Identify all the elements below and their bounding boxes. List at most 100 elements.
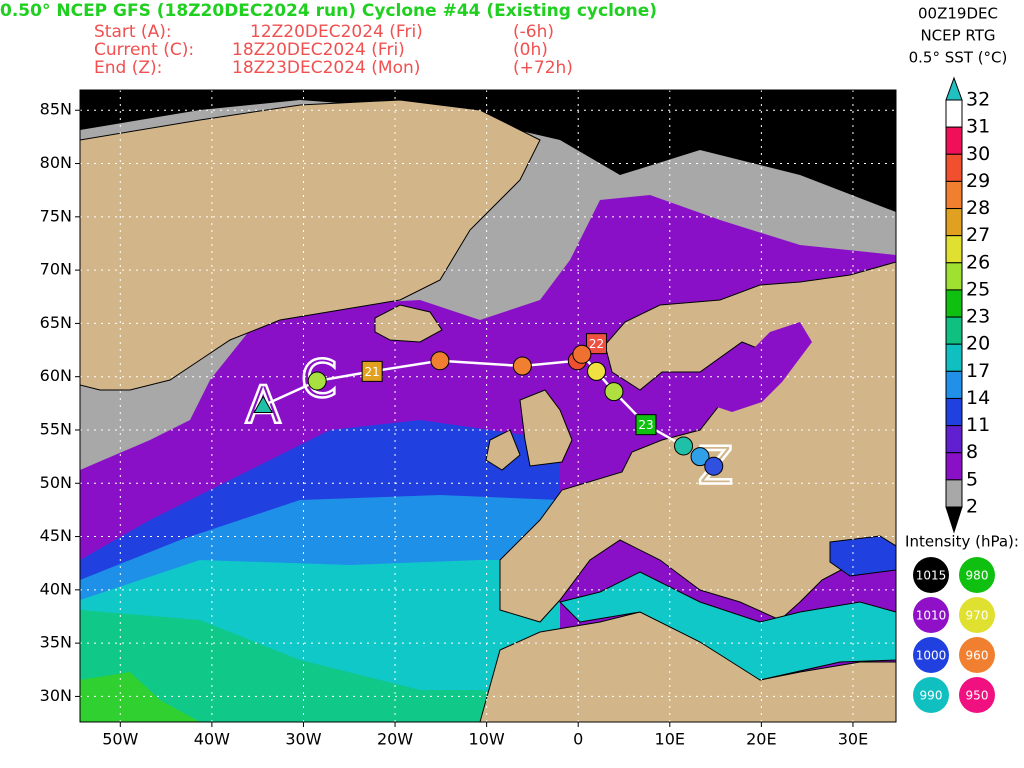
colorbar-segment bbox=[945, 289, 963, 318]
colorbar-segment bbox=[945, 180, 963, 210]
time-date: 18Z20DEC2024 (Fri) bbox=[232, 40, 405, 60]
colorbar-segment bbox=[945, 479, 963, 508]
legend-swatch bbox=[913, 637, 949, 673]
colorbar-segment bbox=[945, 262, 963, 291]
x-tick-label: 40W bbox=[194, 730, 230, 749]
colorbar-segment bbox=[945, 235, 963, 264]
legend-swatch bbox=[913, 597, 949, 633]
colorbar-label: 17 bbox=[966, 360, 990, 382]
legend-swatch bbox=[959, 677, 995, 713]
x-tick-label: 10E bbox=[655, 730, 685, 749]
track-point bbox=[572, 344, 592, 364]
colorbar-label: 5 bbox=[966, 468, 978, 490]
y-tick-label: 80N bbox=[40, 153, 72, 172]
legend-swatch bbox=[913, 677, 949, 713]
track: ACZ212223 bbox=[244, 333, 735, 498]
colorbar-label: 26 bbox=[966, 251, 990, 273]
colorbar-label: 25 bbox=[966, 278, 990, 300]
colorbar-label: 14 bbox=[966, 387, 990, 409]
colorbar-label: 2 bbox=[966, 496, 978, 518]
legend-swatch bbox=[959, 557, 995, 593]
x-tick-label: 0 bbox=[573, 730, 583, 749]
x-tick-label: 20E bbox=[746, 730, 776, 749]
time-date: 12Z20DEC2024 (Fri) bbox=[250, 22, 423, 42]
y-tick-label: 45N bbox=[40, 526, 72, 545]
legend-title: Intensity (hPa): bbox=[905, 533, 1019, 551]
colorbar-segment bbox=[945, 153, 963, 182]
y-tick-label: 35N bbox=[40, 633, 72, 652]
colorbar-segment bbox=[945, 316, 963, 345]
legend-label: 1010 bbox=[916, 609, 947, 623]
track-point bbox=[430, 351, 450, 371]
colorbar-segment bbox=[945, 370, 963, 399]
track-point bbox=[307, 371, 327, 391]
x-tick-label: 50W bbox=[102, 730, 138, 749]
y-tick-label: 40N bbox=[40, 579, 72, 598]
colorbar-label: 8 bbox=[966, 441, 978, 463]
x-tick-label: 30W bbox=[285, 730, 321, 749]
x-tick-label: 10W bbox=[469, 730, 505, 749]
colorbar-segment bbox=[945, 208, 963, 237]
colorbar-label: 20 bbox=[966, 333, 990, 355]
colorbar-segment bbox=[945, 343, 963, 372]
track-point bbox=[674, 436, 694, 456]
colorbar-segment bbox=[945, 126, 963, 155]
y-tick-label: 75N bbox=[40, 206, 72, 225]
colorbar-segment bbox=[945, 99, 963, 128]
legend-swatch bbox=[959, 637, 995, 673]
day-label: 22 bbox=[589, 337, 604, 351]
legend-label: 1015 bbox=[916, 569, 947, 583]
colorbar-label: 27 bbox=[966, 224, 990, 246]
colorbar-label: 29 bbox=[966, 170, 990, 192]
info-line: NCEP RTG bbox=[920, 27, 995, 45]
time-label: End (Z): bbox=[94, 58, 162, 78]
info-line: 00Z19DEC bbox=[918, 5, 998, 23]
colorbar-label: 11 bbox=[966, 414, 990, 436]
y-tick-label: 70N bbox=[40, 260, 72, 279]
colorbar-label: 23 bbox=[966, 306, 990, 328]
legend-label: 1000 bbox=[916, 649, 947, 663]
y-tick-label: 65N bbox=[40, 313, 72, 332]
legend-swatch bbox=[959, 597, 995, 633]
track-point bbox=[635, 414, 657, 436]
map-frame bbox=[79, 89, 897, 723]
y-tick-label: 50N bbox=[40, 473, 72, 492]
y-tick-label: 30N bbox=[40, 686, 72, 705]
time-date: 18Z23DEC2024 (Mon) bbox=[232, 58, 420, 78]
info-line: 0.5° SST (°C) bbox=[909, 49, 1008, 67]
time-offset: (+72h) bbox=[513, 58, 573, 78]
y-tick-label: 60N bbox=[40, 366, 72, 385]
legend-label: 950 bbox=[966, 689, 989, 703]
x-tick-label: 20W bbox=[377, 730, 413, 749]
colorbar-label: 28 bbox=[966, 197, 990, 219]
time-offset: (-6h) bbox=[513, 22, 554, 42]
intensity-legend: 1015 980 1010 970 1000 960 990 950 bbox=[913, 557, 995, 713]
legend-label: 990 bbox=[920, 689, 943, 703]
colorbar-label: 30 bbox=[966, 143, 990, 165]
x-tick-label: 30E bbox=[838, 730, 868, 749]
time-label: Current (C): bbox=[94, 40, 194, 60]
colorbar-arrow bbox=[945, 506, 963, 534]
time-offset: (0h) bbox=[513, 40, 548, 60]
track-point bbox=[704, 456, 724, 476]
title: 0.50° NCEP GFS (18Z20DEC2024 run) Cyclon… bbox=[0, 1, 657, 21]
y-tick-label: 85N bbox=[40, 100, 72, 119]
map-background bbox=[80, 90, 896, 722]
track-point bbox=[587, 361, 607, 381]
colorbar-label: 32 bbox=[966, 89, 990, 111]
track-point bbox=[361, 360, 383, 382]
colorbar: 32 31 30 29 28 27 26 25 23 20 17 14 11 8 5 2 bbox=[945, 76, 990, 534]
track-point bbox=[604, 382, 624, 402]
time-label: Start (A): bbox=[94, 22, 172, 42]
legend-label: 970 bbox=[966, 609, 989, 623]
colorbar-segment bbox=[945, 397, 963, 427]
colorbar-label: 31 bbox=[966, 116, 990, 138]
legend-label: 980 bbox=[966, 569, 989, 583]
grid bbox=[80, 90, 896, 722]
day-label: 21 bbox=[365, 365, 380, 379]
legend-swatch bbox=[913, 557, 949, 593]
colorbar-segment bbox=[945, 425, 963, 454]
track-point bbox=[512, 356, 532, 376]
track-point bbox=[586, 333, 608, 355]
